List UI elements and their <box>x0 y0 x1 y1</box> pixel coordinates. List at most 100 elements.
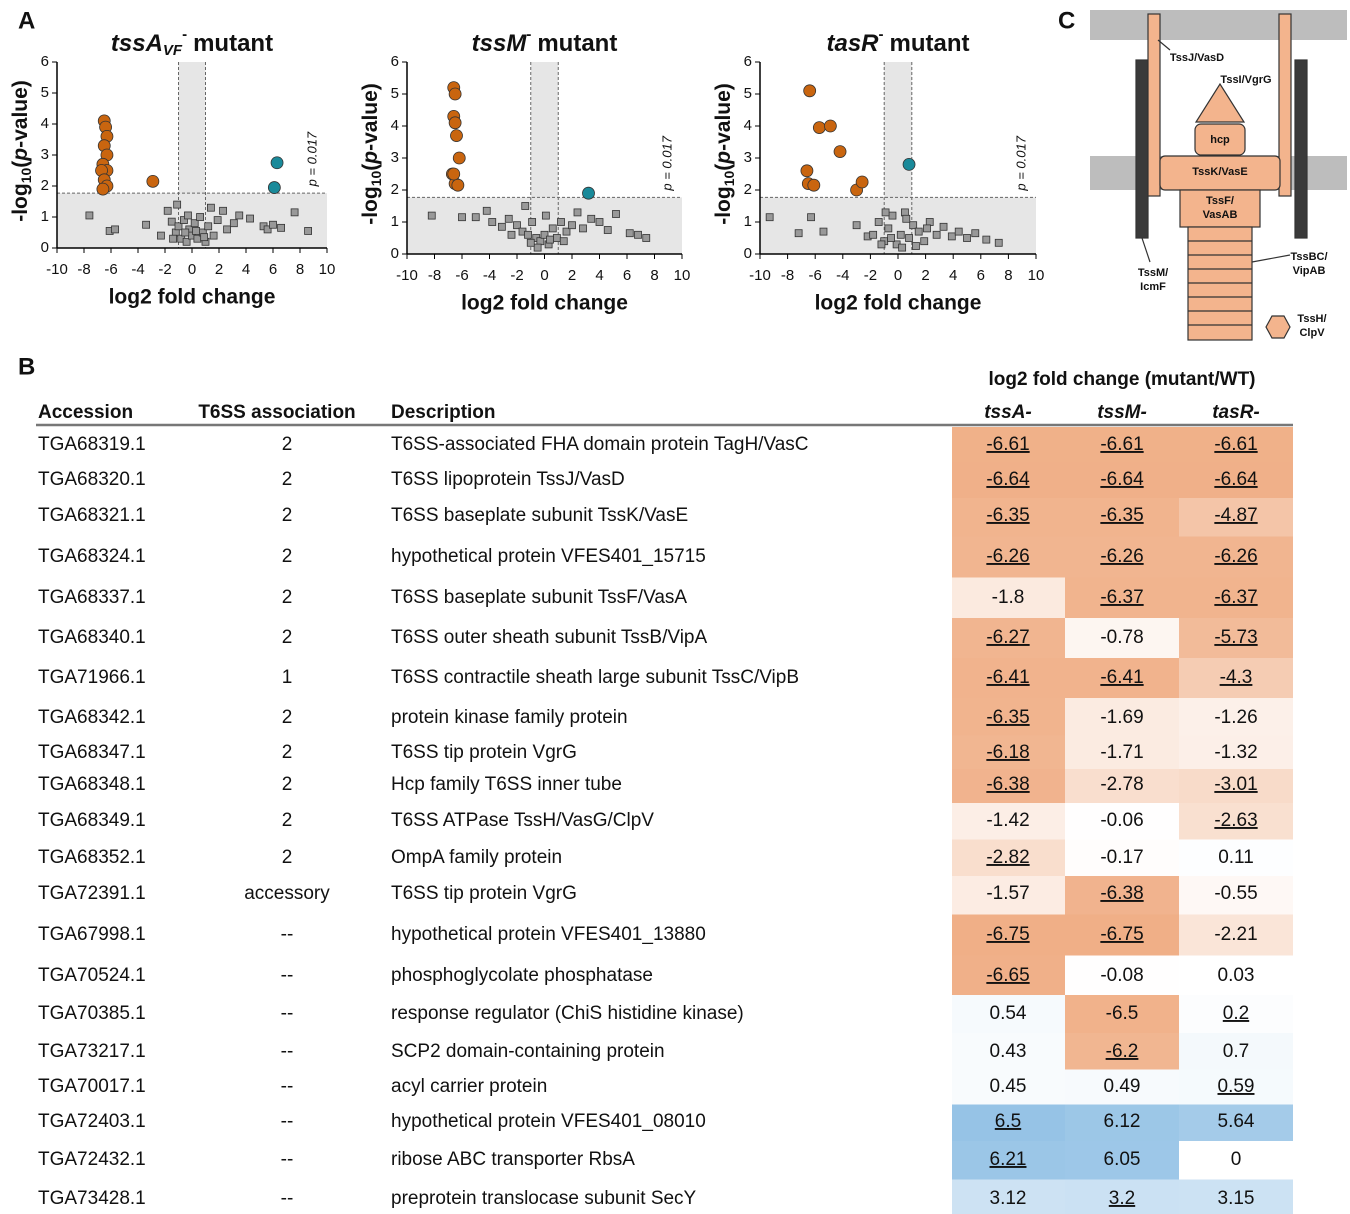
x-tick-label: -10 <box>749 267 771 284</box>
accession: TGA72432.1 <box>38 1149 146 1170</box>
point <box>97 183 109 195</box>
point <box>534 244 541 251</box>
fold-change: 5.64 <box>1218 1111 1255 1132</box>
fold-change: -6.61 <box>1100 434 1143 455</box>
association: -- <box>281 1076 294 1097</box>
fold-change: -6.2 <box>1106 1041 1139 1062</box>
point <box>224 226 231 233</box>
description: T6SS outer sheath subunit TssB/VipA <box>391 627 707 648</box>
fold-change: -6.41 <box>986 667 1029 688</box>
accession: TGA73428.1 <box>38 1188 146 1209</box>
column-header: tssA- <box>984 402 1032 423</box>
description: T6SS ATPase TssH/VasG/ClpV <box>391 810 654 831</box>
point <box>505 215 512 222</box>
fold-change: -6.64 <box>986 469 1030 490</box>
point <box>910 222 917 229</box>
point <box>643 235 650 242</box>
panel-label: B <box>18 353 35 380</box>
point <box>804 85 816 97</box>
point <box>184 212 191 219</box>
y-axis-label: -log10(p-value) <box>359 83 384 225</box>
group-header: log2 fold change (mutant/WT) <box>988 369 1255 390</box>
y-label-part: 10 <box>721 171 737 187</box>
fold-change: -6.26 <box>986 546 1029 567</box>
fold-change: -2.82 <box>986 847 1029 868</box>
x-tick-label: 6 <box>269 261 277 278</box>
accession: TGA68352.1 <box>38 847 146 868</box>
title-sup: - <box>879 26 884 43</box>
description: preprotein translocase subunit SecY <box>391 1188 697 1209</box>
accession: TGA68321.1 <box>38 505 146 526</box>
x-tick-label: 10 <box>1028 267 1045 284</box>
point <box>596 219 603 226</box>
point <box>955 228 962 235</box>
association: 2 <box>282 774 293 795</box>
point <box>508 231 515 238</box>
label-line: ClpV <box>1299 327 1325 339</box>
association: accessory <box>244 883 330 904</box>
point <box>940 223 947 230</box>
accession: TGA71966.1 <box>38 667 146 688</box>
fold-change: 0.49 <box>1104 1076 1141 1097</box>
x-tick-label: 4 <box>242 261 250 278</box>
title-rest: mutant <box>193 30 273 57</box>
fold-change: -4.87 <box>1214 505 1257 526</box>
fold-change: -6.26 <box>1100 546 1143 567</box>
point <box>220 207 227 214</box>
x-tick-label: 4 <box>949 267 957 284</box>
point <box>813 122 825 134</box>
fold-change: -3.01 <box>1214 774 1257 795</box>
fold-change: -6.38 <box>1100 883 1143 904</box>
x-tick-label: -2 <box>510 267 523 284</box>
accession: TGA68320.1 <box>38 469 146 490</box>
point <box>801 165 813 177</box>
title-sub: VF <box>163 42 183 59</box>
fold-change: 0.2 <box>1223 1003 1249 1024</box>
point <box>626 230 633 237</box>
y-label-part: -value) <box>359 83 382 151</box>
fold-change: 0.43 <box>990 1041 1027 1062</box>
x-tick-label: -2 <box>158 261 171 278</box>
vgrg <box>1196 84 1244 122</box>
point <box>560 238 567 245</box>
point <box>525 231 532 238</box>
y-tick-label: 6 <box>391 53 399 70</box>
point <box>878 241 885 248</box>
point <box>933 231 940 238</box>
description: acyl carrier protein <box>391 1076 547 1097</box>
description: protein kinase family protein <box>391 707 628 728</box>
association: 2 <box>282 627 293 648</box>
figure: A B C TssJ/VasDTssI/VgrGhcpTssK/VasETssF… <box>0 0 1350 1214</box>
accession: TGA67998.1 <box>38 924 146 945</box>
point <box>291 209 298 216</box>
point <box>563 228 570 235</box>
point <box>604 227 611 234</box>
fold-change: 6.21 <box>990 1149 1027 1170</box>
point <box>972 230 979 237</box>
fold-change: 6.05 <box>1104 1149 1141 1170</box>
point <box>583 187 595 199</box>
title-rest: mutant <box>890 30 970 57</box>
point <box>808 214 815 221</box>
y-label-part: ( <box>359 164 382 171</box>
association: 2 <box>282 707 293 728</box>
point <box>926 219 933 226</box>
fold-change: -6.65 <box>986 965 1029 986</box>
association: 2 <box>282 505 293 526</box>
point <box>915 228 922 235</box>
point <box>529 219 536 226</box>
x-tick-label: -4 <box>483 267 496 284</box>
fold-change: -6.64 <box>1214 469 1258 490</box>
association: 2 <box>282 546 293 567</box>
fold-change: -6.5 <box>1106 1003 1139 1024</box>
fold-change: -0.17 <box>1100 847 1143 868</box>
point <box>547 236 554 243</box>
x-tick-label: -8 <box>77 261 90 278</box>
point <box>147 175 159 187</box>
fold-change: -0.08 <box>1100 965 1143 986</box>
column-header: tssM- <box>1097 402 1147 423</box>
point <box>201 234 208 241</box>
fold-change: -6.26 <box>1214 546 1257 567</box>
fold-change: -6.37 <box>1100 587 1143 608</box>
y-label-part: -log <box>712 186 735 224</box>
